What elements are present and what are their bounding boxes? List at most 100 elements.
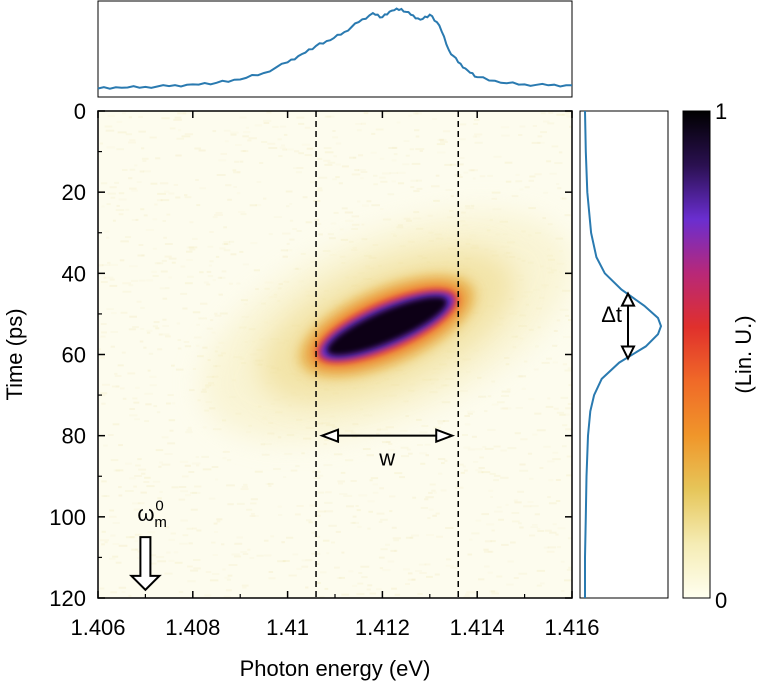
noise-speck xyxy=(109,515,117,518)
noise-speck xyxy=(301,559,306,562)
noise-speck xyxy=(234,542,243,545)
noise-speck xyxy=(566,115,572,118)
noise-speck xyxy=(441,462,445,465)
noise-speck xyxy=(109,509,115,512)
noise-speck xyxy=(160,270,168,273)
noise-speck xyxy=(521,387,526,390)
noise-speck xyxy=(110,196,116,199)
noise-speck xyxy=(157,560,167,563)
noise-speck xyxy=(419,572,427,574)
noise-speck xyxy=(105,129,115,132)
noise-speck xyxy=(190,569,199,572)
noise-speck xyxy=(369,437,374,440)
noise-speck xyxy=(413,112,419,115)
noise-speck xyxy=(536,527,541,530)
noise-speck xyxy=(313,200,321,202)
noise-speck xyxy=(157,192,166,195)
noise-speck xyxy=(196,529,202,532)
noise-speck xyxy=(169,127,176,130)
noise-speck xyxy=(548,502,557,505)
noise-speck xyxy=(416,418,422,421)
noise-speck xyxy=(455,486,464,489)
noise-speck xyxy=(179,486,187,488)
noise-speck xyxy=(358,169,366,171)
noise-speck xyxy=(192,368,196,370)
noise-speck xyxy=(261,141,268,143)
noise-speck xyxy=(472,177,476,180)
noise-speck xyxy=(335,142,342,145)
noise-speck xyxy=(217,276,222,279)
noise-speck xyxy=(174,561,183,564)
noise-speck xyxy=(259,162,264,164)
noise-speck xyxy=(557,187,562,190)
noise-speck xyxy=(153,405,158,408)
noise-speck xyxy=(141,147,145,150)
noise-speck xyxy=(391,526,397,529)
noise-speck xyxy=(554,162,563,165)
noise-speck xyxy=(437,458,446,460)
noise-speck xyxy=(444,163,452,166)
noise-speck xyxy=(465,207,474,210)
noise-speck xyxy=(222,243,231,246)
noise-speck xyxy=(146,331,151,334)
noise-speck xyxy=(192,237,198,240)
noise-speck xyxy=(147,369,151,372)
noise-speck xyxy=(490,540,496,543)
noise-speck xyxy=(553,407,559,410)
noise-speck xyxy=(376,512,385,515)
noise-speck xyxy=(431,489,436,492)
noise-speck xyxy=(296,567,302,570)
noise-speck xyxy=(189,389,195,392)
colorbar-title: (Lin. U.) xyxy=(731,315,756,393)
noise-speck xyxy=(120,311,128,314)
noise-speck xyxy=(337,480,345,483)
noise-speck xyxy=(376,428,381,431)
noise-speck xyxy=(164,255,172,258)
noise-speck xyxy=(249,557,255,559)
noise-speck xyxy=(325,491,332,494)
noise-speck xyxy=(104,230,110,233)
noise-speck xyxy=(317,187,323,190)
noise-speck xyxy=(214,214,223,216)
noise-speck xyxy=(198,149,206,152)
noise-speck xyxy=(207,275,214,278)
noise-speck xyxy=(219,247,226,250)
noise-speck xyxy=(532,433,538,436)
noise-speck xyxy=(128,328,136,331)
noise-speck xyxy=(168,257,177,260)
noise-speck xyxy=(371,132,376,135)
noise-speck xyxy=(569,125,572,128)
y-tick-label: 40 xyxy=(62,261,86,286)
noise-speck xyxy=(429,483,436,486)
noise-speck xyxy=(118,192,125,195)
noise-speck xyxy=(173,183,179,186)
noise-speck xyxy=(289,202,293,205)
noise-speck xyxy=(450,195,454,198)
noise-speck xyxy=(109,186,117,189)
noise-speck xyxy=(437,420,446,423)
noise-speck xyxy=(547,223,553,226)
noise-speck xyxy=(273,468,281,470)
noise-speck xyxy=(475,519,482,522)
noise-speck xyxy=(370,477,379,480)
noise-speck xyxy=(107,434,114,436)
noise-speck xyxy=(436,535,443,538)
noise-speck xyxy=(211,466,219,468)
noise-speck xyxy=(355,505,359,507)
noise-speck xyxy=(285,148,294,151)
noise-speck xyxy=(334,566,340,569)
noise-speck xyxy=(113,469,120,472)
noise-speck xyxy=(193,559,201,561)
noise-speck xyxy=(517,490,524,493)
noise-speck xyxy=(249,204,257,207)
noise-speck xyxy=(484,447,494,450)
heatmap-layer xyxy=(98,111,572,598)
noise-speck xyxy=(183,341,190,343)
noise-speck xyxy=(527,452,533,455)
noise-speck xyxy=(545,405,554,408)
noise-speck xyxy=(375,128,384,131)
noise-speck xyxy=(208,264,212,267)
noise-speck xyxy=(212,279,216,282)
noise-speck xyxy=(168,419,176,422)
noise-speck xyxy=(285,190,293,193)
